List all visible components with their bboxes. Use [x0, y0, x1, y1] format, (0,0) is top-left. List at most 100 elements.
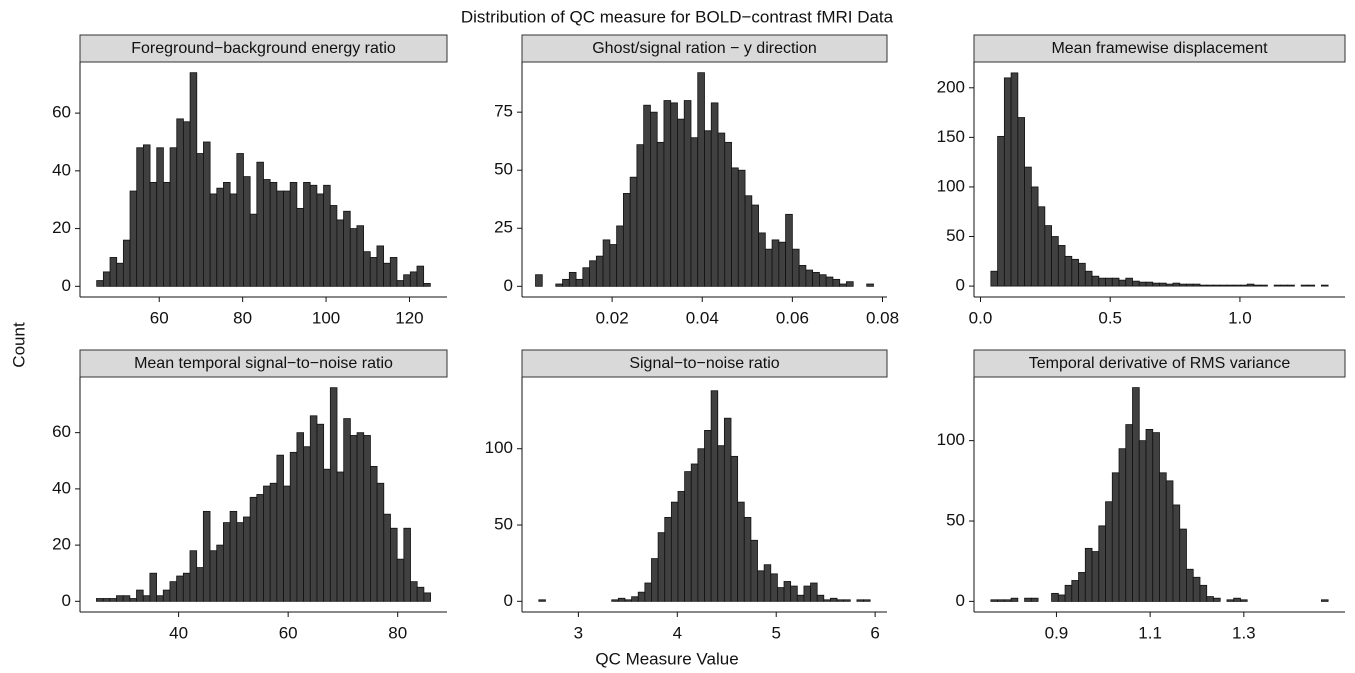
histogram-bar — [1105, 501, 1113, 602]
y-tick-label: 50 — [946, 511, 965, 530]
strip — [521, 34, 888, 63]
histogram-bar — [664, 516, 672, 602]
histogram-bar — [369, 257, 378, 287]
histogram-bar — [122, 239, 131, 287]
histogram-bar — [1057, 245, 1066, 287]
histogram-bar — [323, 184, 331, 287]
histogram-bar — [383, 513, 391, 602]
histogram-bar — [622, 193, 631, 287]
y-tick-label: 40 — [52, 160, 71, 179]
histogram-bar — [1159, 282, 1167, 287]
histogram-bar — [1138, 440, 1147, 602]
histogram-bar — [1125, 424, 1133, 602]
x-tick-label: 60 — [279, 623, 298, 642]
histogram-bar — [825, 276, 834, 287]
histogram-bar — [1003, 77, 1012, 287]
panel-title: Foreground−background energy ratio — [131, 40, 396, 57]
histogram-bar — [189, 72, 198, 287]
histogram-bar — [697, 448, 705, 602]
histogram-bar — [216, 544, 224, 602]
y-tick-label: 100 — [937, 430, 965, 449]
histogram-bar — [363, 435, 371, 602]
histogram-bar — [149, 181, 158, 287]
histogram-bar — [743, 516, 752, 602]
x-tick-label: 0.02 — [596, 308, 629, 327]
histogram-bar — [1071, 258, 1079, 287]
histogram-bar — [1199, 584, 1208, 602]
histogram-bar — [1179, 528, 1187, 602]
histogram-bar — [764, 248, 773, 287]
histogram-bar — [1206, 284, 1214, 287]
histogram-bar — [169, 147, 178, 287]
histogram-bar — [771, 239, 780, 287]
histogram-bar — [710, 390, 719, 602]
histogram-bar — [1078, 572, 1086, 602]
histogram-bar — [997, 599, 1005, 602]
histogram-bar — [236, 522, 244, 602]
histogram-bar — [1280, 284, 1289, 287]
histogram-bar — [595, 255, 604, 287]
histogram-bar — [269, 181, 278, 287]
histogram-bar — [1145, 281, 1154, 287]
histogram-bar — [243, 516, 251, 602]
histogram-bar — [1219, 284, 1228, 287]
histogram-bar — [109, 257, 118, 287]
histogram-bar — [1253, 284, 1262, 287]
histogram-bar — [116, 595, 124, 602]
histogram-bar — [102, 271, 111, 287]
x-tick-label: 4 — [673, 623, 682, 642]
histogram-bar — [283, 190, 291, 287]
y-tick-label: 0 — [956, 591, 965, 610]
histogram-bar — [162, 589, 171, 602]
x-tick-label: 0.06 — [776, 308, 809, 327]
histogram-bar — [396, 558, 405, 602]
histogram-bar — [1051, 236, 1059, 287]
x-tick-label: 80 — [233, 308, 252, 327]
histogram-bar — [1233, 597, 1241, 602]
histogram-bar — [602, 239, 611, 287]
histogram-bar — [249, 213, 258, 287]
x-tick-label: 0.08 — [866, 308, 899, 327]
histogram-bar — [423, 283, 431, 287]
histogram-bar — [1213, 597, 1221, 602]
x-tick-label: 100 — [312, 308, 340, 327]
histogram-bar — [836, 599, 845, 602]
histogram-bar — [677, 118, 685, 287]
y-tick-label: 75 — [494, 102, 513, 121]
histogram-bar — [336, 219, 344, 287]
histogram-bar — [223, 522, 231, 602]
panel-title: Mean temporal signal−to−noise ratio — [134, 355, 393, 372]
histogram-bar — [843, 599, 851, 602]
histogram-bar — [289, 451, 298, 602]
histogram-bar — [737, 169, 746, 287]
histogram-bar — [812, 271, 820, 287]
x-tick-label: 120 — [395, 308, 423, 327]
histogram-bar — [1240, 599, 1248, 602]
panel-title: Ghost/signal ration − y direction — [592, 40, 817, 57]
histogram-bar — [637, 591, 646, 602]
y-tick-label: 0 — [504, 276, 513, 295]
histogram-bar — [1111, 472, 1120, 602]
x-tick-label: 40 — [169, 623, 188, 642]
histogram-bar — [731, 167, 739, 287]
histogram-bar — [636, 144, 645, 287]
histogram-bar — [1320, 284, 1329, 287]
x-axis-label: QC Measure Value — [595, 649, 738, 668]
histogram-bar — [256, 161, 264, 287]
histogram-bar — [122, 595, 131, 602]
histogram-bar — [303, 181, 311, 287]
histogram-bar — [1172, 504, 1181, 602]
histogram-bar — [236, 153, 244, 287]
histogram-bar — [209, 550, 218, 602]
histogram-bar — [832, 278, 841, 287]
histogram-bar — [223, 181, 231, 287]
y-tick-label: 25 — [494, 218, 513, 237]
histogram-bar — [823, 599, 831, 602]
histogram-bar — [1179, 283, 1187, 287]
histogram-bar — [356, 225, 364, 287]
histogram-bar — [209, 193, 218, 287]
histogram-bar — [1024, 166, 1032, 287]
histogram-bar — [846, 281, 854, 287]
histogram-bar — [1017, 117, 1025, 287]
